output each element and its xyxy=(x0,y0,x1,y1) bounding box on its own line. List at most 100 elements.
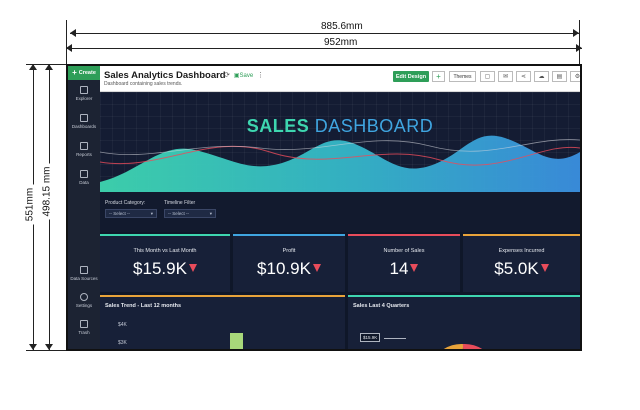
panel-title: Sales Last 4 Quarters xyxy=(353,303,410,309)
sidebar-item-explorer[interactable]: Explorer xyxy=(68,86,100,101)
banner-title-dashboard: DASHBOARD xyxy=(314,116,434,136)
timeline-select[interactable]: -- Select -- ▾ xyxy=(164,209,216,218)
kpi-value: $15.9K xyxy=(133,259,187,278)
dim-label-height-outer: 551mm xyxy=(24,184,36,225)
dim-tick-bottom xyxy=(26,350,66,351)
save-button[interactable]: ▣Save xyxy=(234,72,253,79)
dim-line-outer xyxy=(66,44,582,52)
sidebar: + Create Explorer Dashboards Reports Dat… xyxy=(68,66,100,349)
kpi-card-profit[interactable]: Profit $10.9K xyxy=(233,234,345,292)
add-widget-button[interactable]: + xyxy=(432,71,445,82)
sidebar-item-label: Trash xyxy=(78,330,90,335)
select-value: -- Select -- xyxy=(109,211,131,216)
plus-icon: + xyxy=(72,68,77,77)
save-icon: ▣ xyxy=(233,72,240,79)
header-bar: Sales Analytics Dashboard Dashboard cont… xyxy=(100,66,580,92)
kpi-value-wrap: $10.9K xyxy=(233,259,345,279)
filter-bar: Product Category: -- Select -- ▾ Timelin… xyxy=(100,192,580,232)
sidebar-item-reports[interactable]: Reports xyxy=(68,142,100,157)
page-title: Sales Analytics Dashboard xyxy=(104,70,226,81)
product-category-select[interactable]: -- Select -- ▾ xyxy=(105,209,157,218)
dashboard-canvas: SALES DASHBOARD xyxy=(100,92,580,349)
create-label: Create xyxy=(78,70,96,76)
kpi-card-expenses[interactable]: Expenses Incurred $5.0K xyxy=(463,234,580,292)
settings-button[interactable]: ⚙ xyxy=(570,71,581,82)
dim-tick-right xyxy=(579,20,580,64)
dim-label-outer: 952mm xyxy=(322,37,360,48)
dim-line-top xyxy=(70,29,579,37)
chevron-down-icon: ▾ xyxy=(150,210,153,216)
y-tick-label: $4K xyxy=(118,322,127,328)
title-actions: ⟳ ▣Save ⋮ xyxy=(224,71,264,79)
data-icon xyxy=(80,170,88,178)
cloud-icon: ☁ xyxy=(538,74,545,80)
quarters-donut[interactable] xyxy=(428,337,498,349)
share-button[interactable]: ⋖ xyxy=(516,71,531,82)
email-button[interactable]: ✉ xyxy=(498,71,513,82)
data-sources-icon xyxy=(80,266,88,274)
down-arrow-icon xyxy=(410,264,419,272)
banner-title: SALES DASHBOARD xyxy=(100,116,580,137)
kpi-value-wrap: $15.9K xyxy=(100,259,230,279)
edit-design-button[interactable]: Edit Design xyxy=(393,71,429,82)
dim-label-top: 885.6mm xyxy=(319,21,365,32)
kpi-value: $5.0K xyxy=(494,259,539,278)
kpi-card-month[interactable]: This Month vs Last Month $15.9K xyxy=(100,234,230,292)
settings-icon xyxy=(80,293,88,301)
panel-title: Sales Trend - Last 12 months xyxy=(105,303,182,309)
share-icon: ⋖ xyxy=(520,74,527,80)
trend-bar[interactable] xyxy=(230,333,243,349)
dim-label-height-inner: 498.15 mm xyxy=(41,163,53,220)
gear-icon: ⚙ xyxy=(574,74,581,80)
sidebar-item-trash[interactable]: Trash xyxy=(68,320,100,335)
sales-trend-panel[interactable]: Sales Trend - Last 12 months $4K $3K xyxy=(100,295,345,349)
kpi-value: $10.9K xyxy=(257,259,311,278)
down-arrow-icon xyxy=(188,264,197,272)
trash-icon xyxy=(80,320,88,328)
themes-button[interactable]: Themes xyxy=(449,71,476,82)
timeline-filter: Timeline Filter -- Select -- ▾ xyxy=(164,200,216,218)
sidebar-item-label: Reports xyxy=(76,152,92,157)
select-value: -- Select -- xyxy=(168,211,190,216)
refresh-icon[interactable]: ⟳ xyxy=(224,72,230,79)
sidebar-item-label: Settings xyxy=(75,303,93,308)
kpi-label: Number of Sales xyxy=(383,248,425,254)
tooltip-leader xyxy=(384,338,406,339)
explorer-icon xyxy=(80,86,88,94)
banner-title-sales: SALES xyxy=(246,116,310,136)
kpi-row: This Month vs Last Month $15.9K Profit $… xyxy=(100,234,580,292)
email-icon: ✉ xyxy=(502,74,509,80)
sidebar-item-settings[interactable]: Settings xyxy=(68,293,100,308)
filter-label: Product Category: xyxy=(105,200,146,206)
kpi-label: Profit xyxy=(282,248,296,254)
comments-button[interactable]: ▤ xyxy=(552,71,567,82)
sidebar-item-label: Data xyxy=(79,180,89,185)
banner-wave xyxy=(100,135,580,192)
page-subtitle: Dashboard containing sales trends. xyxy=(104,81,183,87)
publish-button[interactable]: ☁ xyxy=(534,71,549,82)
more-icon[interactable]: ⋮ xyxy=(257,72,265,79)
sidebar-item-dashboards[interactable]: Dashboards xyxy=(68,114,100,129)
create-button[interactable]: + Create xyxy=(68,66,100,80)
dim-tick-left xyxy=(66,20,67,64)
reports-icon xyxy=(80,142,88,150)
sidebar-item-data-sources[interactable]: Data Sources xyxy=(68,266,100,281)
sidebar-item-label: Dashboards xyxy=(71,124,97,129)
banner: SALES DASHBOARD xyxy=(100,92,580,192)
kpi-card-sales-count[interactable]: Number of Sales 14 xyxy=(348,234,460,292)
down-arrow-icon xyxy=(312,264,321,272)
product-category-filter: Product Category: -- Select -- ▾ xyxy=(105,200,157,218)
sidebar-item-label: Explorer xyxy=(75,96,93,101)
sidebar-item-data[interactable]: Data xyxy=(68,170,100,185)
sidebar-item-label: Data Sources xyxy=(70,276,98,281)
save-label: Save xyxy=(239,72,254,79)
kpi-label: This Month vs Last Month xyxy=(133,248,197,254)
dashboard-window: + Create Explorer Dashboards Reports Dat… xyxy=(66,64,582,351)
filter-label: Timeline Filter xyxy=(164,200,196,206)
briefcase-button[interactable]: ▢ xyxy=(480,71,495,82)
sales-quarters-panel[interactable]: Sales Last 4 Quarters $15.9K xyxy=(348,295,580,349)
kpi-value-wrap: $5.0K xyxy=(463,259,580,279)
comment-icon: ▤ xyxy=(556,74,563,80)
kpi-label: Expenses Incurred xyxy=(498,248,545,254)
